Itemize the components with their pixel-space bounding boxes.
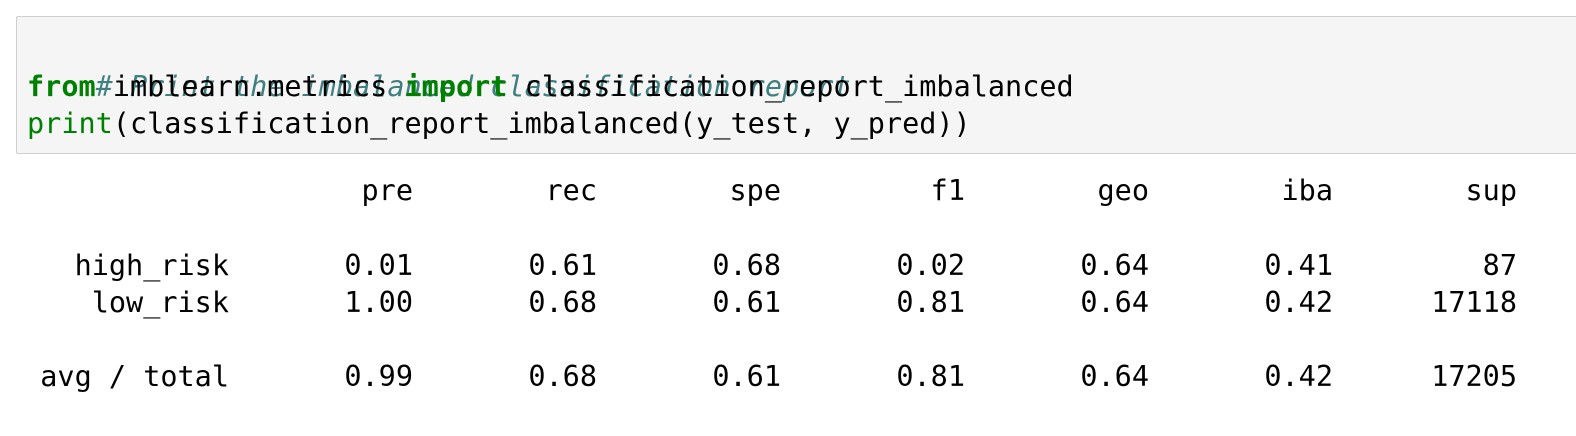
column-header-sup: sup: [1465, 174, 1517, 207]
code-line-import: from imblearn.metrics import classificat…: [27, 68, 1074, 105]
value-spe: 0.61: [712, 286, 781, 319]
keyword-from: from: [27, 70, 96, 103]
value-spe: 0.68: [712, 249, 781, 282]
value-rec: 0.68: [528, 286, 597, 319]
report-header-row: pre rec spe f1 geo iba sup: [26, 172, 1517, 209]
row-label: high_risk: [74, 249, 229, 282]
value-rec: 0.61: [528, 249, 597, 282]
value-f1: 0.81: [896, 360, 965, 393]
value-iba: 0.42: [1264, 360, 1333, 393]
imported-function-name: classification_report_imbalanced: [507, 70, 1074, 103]
print-arguments: (classification_report_imbalanced(y_test…: [112, 107, 971, 140]
value-pre: 0.01: [344, 249, 413, 282]
value-geo: 0.64: [1080, 286, 1149, 319]
column-header-rec: rec: [545, 174, 597, 207]
value-spe: 0.61: [712, 360, 781, 393]
report-row-avg-total: avg / total 0.99 0.68 0.61 0.81 0.64 0.42 17205: [26, 358, 1517, 395]
value-sup: 87: [1482, 249, 1517, 282]
code-cell-input[interactable]: # Print the imbalanced classification re…: [16, 16, 1576, 154]
value-iba: 0.42: [1264, 286, 1333, 319]
column-header-spe: spe: [729, 174, 781, 207]
report-row-high-risk: high_risk 0.01 0.61 0.68 0.02 0.64 0.41 87: [26, 247, 1517, 284]
row-label: avg / total: [40, 360, 229, 393]
value-sup: 17205: [1431, 360, 1517, 393]
builtin-print: print: [27, 107, 113, 140]
value-sup: 17118: [1431, 286, 1517, 319]
row-label: low_risk: [91, 286, 229, 319]
value-geo: 0.64: [1080, 360, 1149, 393]
column-header-iba: iba: [1281, 174, 1333, 207]
value-pre: 0.99: [344, 360, 413, 393]
column-header-geo: geo: [1097, 174, 1149, 207]
code-line-comment: # Print the imbalanced classification re…: [27, 31, 851, 142]
value-geo: 0.64: [1080, 249, 1149, 282]
value-f1: 0.81: [896, 286, 965, 319]
value-iba: 0.41: [1264, 249, 1333, 282]
value-rec: 0.68: [528, 360, 597, 393]
code-line-print: print(classification_report_imbalanced(y…: [27, 105, 971, 142]
module-name: imblearn.metrics: [95, 70, 405, 103]
column-header-pre: pre: [361, 174, 413, 207]
value-pre: 1.00: [344, 286, 413, 319]
report-row-low-risk: low_risk 1.00 0.68 0.61 0.81 0.64 0.42 17118: [26, 284, 1517, 321]
column-header-f1: f1: [930, 174, 965, 207]
value-f1: 0.02: [896, 249, 965, 282]
cell-output: pre rec spe f1 geo iba sup high_risk 0.01 0.61 0.…: [0, 160, 1576, 430]
code-comment: # Print the imbalanced classification re…: [95, 70, 851, 103]
keyword-import: import: [404, 70, 508, 103]
